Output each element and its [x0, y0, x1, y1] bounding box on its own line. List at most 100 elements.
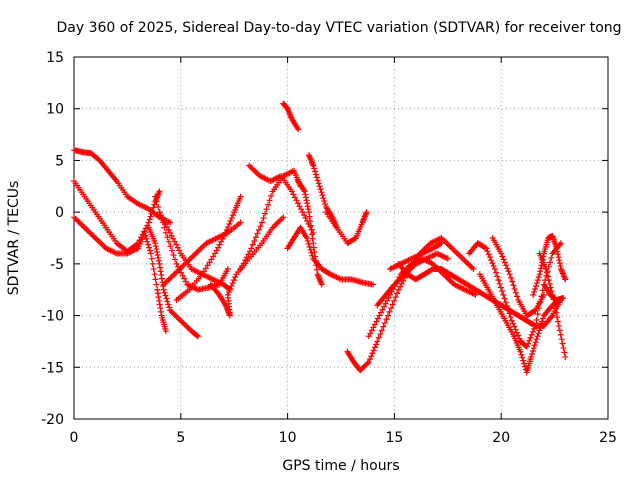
data-point-marker	[507, 314, 514, 321]
data-point-marker	[375, 334, 382, 341]
data-point-marker	[554, 318, 561, 325]
data-point-marker	[162, 292, 169, 299]
data-point-marker	[158, 271, 165, 278]
data-point-marker	[142, 232, 149, 239]
x-tick-label: 0	[70, 430, 79, 446]
data-point-marker	[534, 277, 541, 284]
data-point-marker	[554, 314, 561, 321]
data-point-marker	[145, 241, 152, 248]
data-point-marker	[494, 273, 501, 280]
data-point-marker	[313, 174, 320, 181]
data-point-marker	[366, 356, 373, 363]
data-point-marker	[498, 250, 505, 257]
data-point-marker	[146, 247, 153, 254]
data-point-marker	[309, 235, 316, 242]
data-point-marker	[377, 331, 384, 338]
data-point-marker	[483, 245, 490, 252]
data-point-marker	[529, 348, 536, 355]
data-point-marker	[545, 277, 552, 284]
x-tick-label: 20	[492, 430, 510, 446]
data-point-marker	[313, 262, 320, 269]
data-point-marker	[312, 253, 319, 260]
data-point-marker	[226, 220, 233, 227]
series-track-17	[344, 235, 477, 374]
data-point-marker	[484, 248, 491, 255]
data-point-marker	[533, 280, 540, 287]
data-point-marker	[154, 290, 161, 297]
data-point-marker	[482, 244, 489, 251]
data-point-marker	[552, 305, 559, 312]
data-point-marker	[499, 253, 506, 260]
data-point-marker	[543, 269, 550, 276]
data-point-marker	[540, 291, 547, 298]
data-point-marker	[161, 224, 168, 231]
data-point-marker	[508, 317, 515, 324]
plot-frame	[73, 56, 609, 420]
data-point-marker	[532, 322, 539, 329]
data-point-marker	[164, 298, 171, 305]
x-tick-label: 5	[176, 430, 185, 446]
data-point-marker	[388, 305, 395, 312]
data-point-marker	[389, 301, 396, 308]
series-track-20	[387, 240, 445, 273]
data-point-marker	[495, 277, 502, 284]
data-point-marker	[156, 301, 163, 308]
data-point-marker	[505, 268, 512, 275]
data-point-marker	[512, 326, 519, 333]
data-point-marker	[538, 321, 545, 328]
data-points	[71, 100, 569, 376]
data-point-marker	[313, 266, 320, 273]
data-point-marker	[553, 309, 560, 316]
data-point-marker	[363, 209, 370, 216]
data-point-marker	[222, 229, 229, 236]
data-point-marker	[225, 223, 232, 230]
data-point-marker	[145, 219, 152, 226]
data-point-marker	[312, 168, 319, 175]
data-point-marker	[172, 256, 179, 263]
data-point-marker	[554, 248, 561, 255]
data-point-marker	[531, 325, 538, 332]
x-tick-label: 15	[385, 430, 403, 446]
y-tick-label: 5	[55, 153, 64, 169]
data-point-marker	[154, 251, 161, 258]
data-point-marker	[166, 304, 173, 311]
data-point-marker	[164, 234, 171, 241]
data-point-marker	[310, 162, 317, 169]
y-tick-labels: 15 10 5 0 -5 -10 -15 -20	[41, 50, 64, 428]
data-point-marker	[318, 189, 325, 196]
data-point-marker	[157, 268, 164, 275]
axis-ticks	[73, 56, 609, 420]
data-point-marker	[152, 276, 159, 283]
series-track-19	[374, 250, 451, 309]
data-point-marker	[374, 338, 381, 345]
data-point-marker	[500, 291, 507, 298]
data-point-marker	[547, 259, 554, 266]
series-track-21	[395, 260, 565, 329]
data-point-marker	[255, 226, 262, 233]
data-point-marker	[308, 249, 315, 256]
series-track-5	[156, 209, 233, 293]
data-point-marker	[381, 319, 388, 326]
x-tick-label: 25	[599, 430, 617, 446]
data-point-marker	[148, 210, 155, 217]
data-point-marker	[311, 165, 318, 172]
data-point-marker	[226, 288, 233, 295]
data-point-marker	[156, 188, 163, 195]
data-point-marker	[316, 183, 323, 190]
data-point-marker	[153, 281, 160, 288]
data-point-marker	[318, 281, 325, 288]
data-point-marker	[555, 322, 562, 329]
data-point-marker	[529, 350, 536, 357]
data-point-marker	[301, 188, 308, 195]
data-point-marker	[157, 308, 164, 315]
data-point-marker	[507, 274, 514, 281]
data-point-marker	[533, 317, 540, 324]
data-point-marker	[147, 250, 154, 257]
data-point-marker	[310, 240, 317, 247]
data-point-marker	[309, 252, 316, 259]
y-tick-label: 0	[55, 205, 64, 221]
data-point-marker	[368, 353, 375, 360]
data-point-marker	[163, 295, 170, 302]
data-point-marker	[308, 226, 315, 233]
